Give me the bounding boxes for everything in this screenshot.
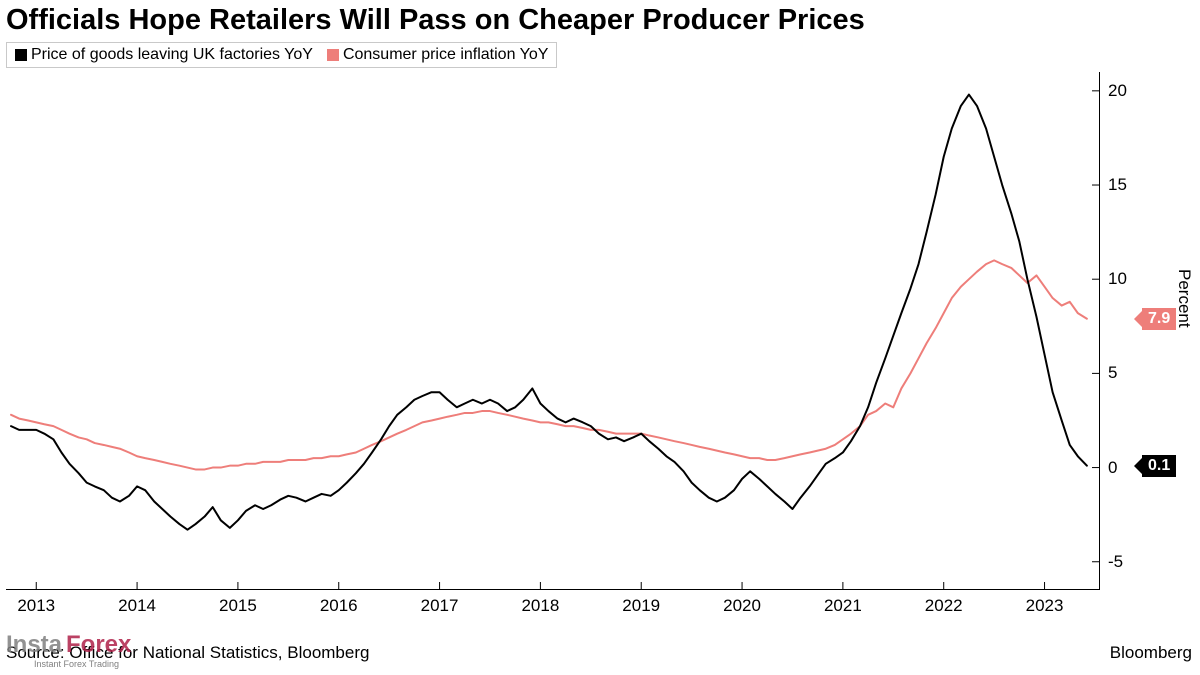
watermark-sub: Instant Forex Trading: [34, 659, 119, 669]
legend-item-series2: Consumer price inflation YoY: [327, 46, 548, 64]
watermark-pre: Insta: [6, 631, 62, 659]
watermark-accent: Forex: [66, 631, 131, 659]
legend-swatch-2: [327, 49, 339, 61]
legend-swatch-1: [15, 49, 27, 61]
ytick-label: 5: [1108, 363, 1117, 383]
xtick-label: 2022: [925, 596, 963, 616]
xtick-label: 2017: [421, 596, 459, 616]
watermark-logo: InstaForex: [6, 631, 131, 659]
legend-label-2: Consumer price inflation YoY: [343, 46, 548, 64]
end-value-badge-series1: 0.1: [1142, 455, 1176, 477]
xtick-label: 2013: [17, 596, 55, 616]
xtick-label: 2019: [622, 596, 660, 616]
xtick-label: 2020: [723, 596, 761, 616]
xtick-label: 2018: [521, 596, 559, 616]
legend-label-1: Price of goods leaving UK factories YoY: [31, 46, 313, 64]
attribution-text: Bloomberg: [1110, 643, 1192, 663]
xtick-label: 2015: [219, 596, 257, 616]
end-value-badge-series2: 7.9: [1142, 308, 1176, 330]
ytick-label: 0: [1108, 458, 1117, 478]
legend: Price of goods leaving UK factories YoY …: [6, 42, 557, 68]
plot-area: [6, 72, 1100, 590]
xtick-label: 2023: [1026, 596, 1064, 616]
xtick-label: 2014: [118, 596, 156, 616]
legend-item-series1: Price of goods leaving UK factories YoY: [15, 46, 313, 64]
ytick-label: -5: [1108, 552, 1123, 572]
xtick-label: 2016: [320, 596, 358, 616]
ytick-label: 15: [1108, 175, 1127, 195]
ytick-label: 10: [1108, 269, 1127, 289]
xtick-label: 2021: [824, 596, 862, 616]
chart-container: Officials Hope Retailers Will Pass on Ch…: [0, 0, 1200, 675]
chart-title: Officials Hope Retailers Will Pass on Ch…: [6, 4, 865, 37]
ytick-label: 20: [1108, 81, 1127, 101]
yaxis-title: Percent: [1174, 269, 1194, 328]
